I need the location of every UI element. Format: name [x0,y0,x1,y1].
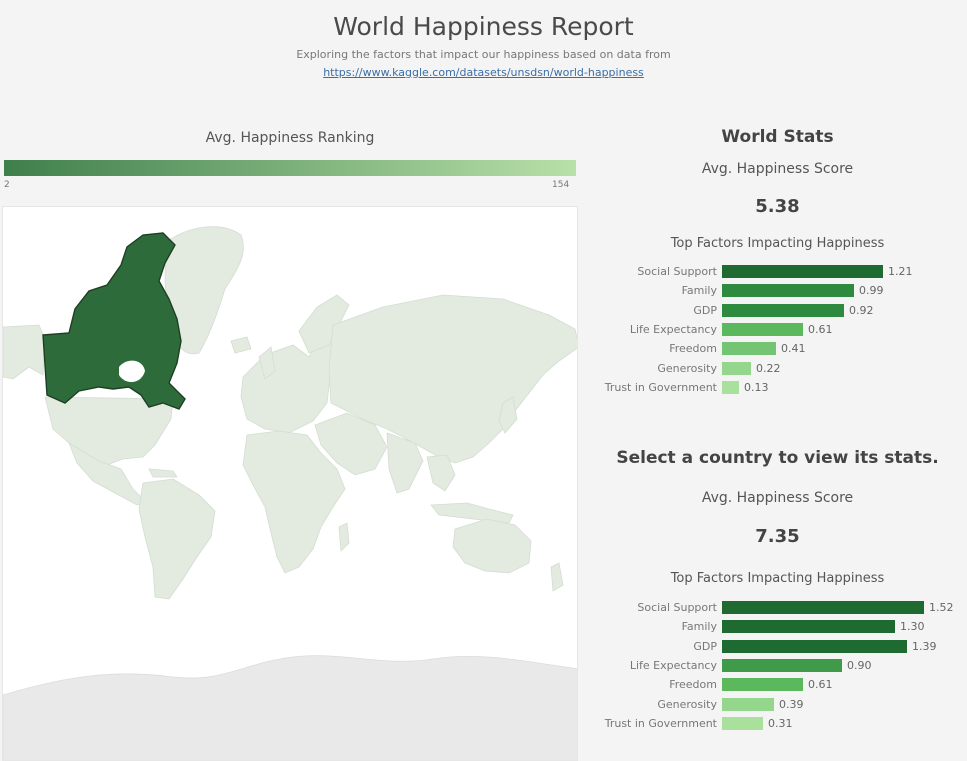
factor-value: 1.21 [888,265,913,278]
factor-bar[interactable] [722,658,842,672]
factor-value: 0.31 [768,716,793,730]
usa-shape[interactable] [44,396,174,466]
factor-value: 0.99 [859,284,884,298]
factor-value: 1.30 [900,620,925,634]
alaska-shape[interactable] [3,324,46,380]
legend-min-label: 2 [4,180,10,190]
factor-row[interactable]: Freedom 0.41 [590,341,965,357]
factor-bar[interactable] [722,697,774,711]
factor-row[interactable]: Life Expectancy 0.61 [590,322,965,338]
factor-row[interactable]: Family 1.30 [590,619,965,635]
australia-shape[interactable] [452,518,532,574]
factor-label: Family [681,284,717,298]
factor-label: Trust in Government [604,716,717,730]
factor-bar[interactable] [722,342,776,356]
country-factors-title: Top Factors Impacting Happiness [670,571,885,586]
new-zealand-shape[interactable] [550,562,564,592]
factor-row[interactable]: Generosity 0.22 [590,361,965,377]
factor-label: Social Support [637,265,717,278]
factor-value: 0.61 [808,678,833,692]
factor-row[interactable]: Trust in Government 0.31 [590,716,965,732]
world-map[interactable] [2,206,578,761]
indonesia-shape[interactable] [430,502,514,524]
legend-max-label: 154 [552,180,570,190]
factor-bar[interactable] [722,601,924,614]
india-shape[interactable] [386,432,424,494]
factor-value: 0.90 [847,658,872,672]
south-america-shape[interactable] [138,478,216,600]
factor-value: 0.22 [756,361,781,375]
factor-bar[interactable] [722,361,751,375]
factor-bar[interactable] [722,284,854,298]
canada-shape[interactable] [42,232,186,410]
factor-row[interactable]: Social Support 1.52 [590,600,965,616]
antarctica-shape [3,655,577,760]
factor-label: Life Expectancy [629,658,717,672]
factor-value: 1.39 [912,639,937,653]
data-source-link[interactable]: https://www.kaggle.com/datasets/unsdsn/w… [323,66,644,79]
factor-bar[interactable] [722,620,895,634]
factor-label: GDP [693,303,717,317]
factor-bar[interactable] [722,322,803,336]
factor-bar[interactable] [722,639,907,653]
factor-row[interactable]: Freedom 0.61 [590,677,965,693]
factor-label: Generosity [657,361,717,375]
country-score-value: 7.35 [755,526,800,547]
africa-shape[interactable] [242,430,346,574]
factor-value: 0.13 [744,380,769,394]
world-score-label: Avg. Happiness Score [701,161,854,177]
factor-value: 0.41 [781,342,806,356]
ranking-color-legend [4,160,576,176]
world-factors-title: Top Factors Impacting Happiness [670,236,885,251]
world-score-value: 5.38 [755,196,800,217]
southeast-asia-shape[interactable] [426,454,456,492]
japan-shape[interactable] [498,396,518,434]
factor-value: 0.61 [808,322,833,336]
report-title: World Happiness Report [333,12,634,41]
iceland-shape[interactable] [230,336,252,354]
factor-row[interactable]: GDP 1.39 [590,639,965,655]
factor-row[interactable]: Trust in Government 0.13 [590,380,965,396]
factor-row[interactable]: GDP 0.92 [590,303,965,319]
asia-shape[interactable] [328,294,578,464]
factor-label: Freedom [669,342,717,356]
factor-bar[interactable] [722,678,803,692]
factor-value: 0.39 [779,697,804,711]
hudson-bay-shape [119,360,145,383]
factor-label: Family [681,620,717,634]
factor-bar[interactable] [722,265,883,278]
factor-label: Generosity [657,697,717,711]
factor-bar[interactable] [722,716,763,730]
factor-row[interactable]: Social Support 1.21 [590,264,965,280]
factor-label: Social Support [637,601,717,614]
factor-value: 1.52 [929,601,954,614]
factor-row[interactable]: Generosity 0.39 [590,697,965,713]
factor-row[interactable]: Life Expectancy 0.90 [590,658,965,674]
factor-row[interactable]: Family 0.99 [590,283,965,299]
world-stats-heading: World Stats [721,127,834,147]
factor-label: Life Expectancy [629,322,717,336]
factor-label: Trust in Government [604,380,717,394]
report-subtitle: Exploring the factors that impact our ha… [296,48,671,61]
country-score-label: Avg. Happiness Score [701,490,854,506]
caribbean-shape[interactable] [148,468,178,478]
uk-shape[interactable] [258,346,276,380]
legend-title: Avg. Happiness Ranking [205,130,375,146]
factor-label: Freedom [669,678,717,692]
madagascar-shape[interactable] [338,522,350,552]
factor-value: 0.92 [849,303,874,317]
country-stats-heading: Select a country to view its stats. [616,448,939,468]
scandinavia-shape[interactable] [298,294,350,354]
factor-label: GDP [693,639,717,653]
middle-east-shape[interactable] [314,412,388,476]
factor-bar[interactable] [722,380,739,394]
factor-bar[interactable] [722,303,844,317]
